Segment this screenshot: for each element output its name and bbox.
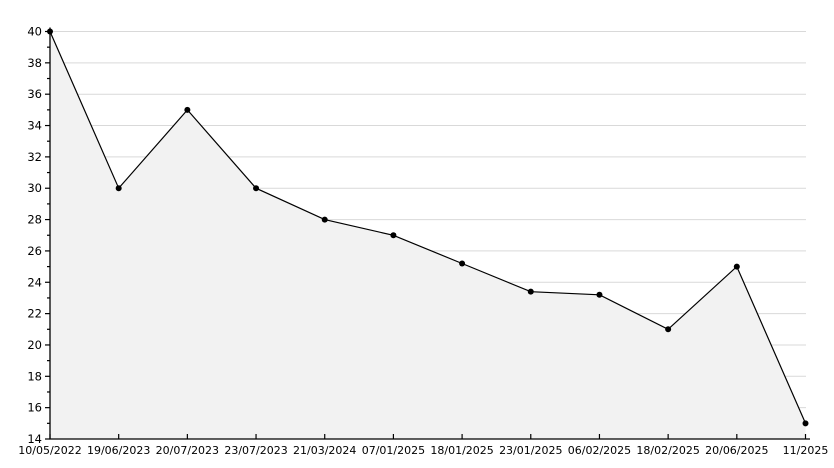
x-tick-label: 19/06/2023 bbox=[87, 444, 150, 457]
y-tick-label: 32 bbox=[27, 150, 42, 164]
x-tick-label: 20/06/2025 bbox=[705, 444, 768, 457]
y-tick-label: 20 bbox=[27, 338, 42, 352]
x-tick-label: 10/05/2022 bbox=[18, 444, 81, 457]
data-point-marker bbox=[733, 263, 740, 270]
y-tick-label: 38 bbox=[27, 56, 42, 70]
area-fill bbox=[50, 31, 806, 439]
x-tick-label: 23/07/2023 bbox=[224, 444, 287, 457]
data-point-marker bbox=[115, 185, 122, 192]
series-line bbox=[49, 31, 807, 424]
data-point-marker bbox=[47, 28, 53, 35]
y-tick-label: 24 bbox=[27, 275, 42, 289]
x-tick-label: 07/01/2025 bbox=[362, 444, 425, 457]
data-point-marker bbox=[390, 232, 397, 239]
data-point-marker bbox=[253, 185, 260, 192]
x-tick-label: 21/03/2024 bbox=[293, 444, 356, 457]
y-tick-label: 28 bbox=[27, 213, 42, 227]
data-point-marker bbox=[527, 288, 534, 295]
y-tick-label: 40 bbox=[27, 25, 42, 39]
data-point-marker bbox=[459, 260, 466, 267]
x-tick-label: 20/07/2023 bbox=[156, 444, 219, 457]
y-tick-label: 14 bbox=[27, 432, 42, 446]
y-tick-label: 22 bbox=[27, 307, 42, 321]
x-tick-label: 18/02/2025 bbox=[636, 444, 699, 457]
y-tick-label: 30 bbox=[27, 181, 42, 195]
x-tick-label: 23/01/2025 bbox=[499, 444, 562, 457]
y-tick-label: 18 bbox=[27, 369, 42, 383]
data-point-marker bbox=[802, 420, 809, 427]
y-tick-label: 36 bbox=[27, 87, 42, 101]
x-tick-label: 11/2025 bbox=[783, 444, 829, 457]
y-tick-label: 34 bbox=[27, 119, 42, 133]
x-tick-label: 06/02/2025 bbox=[568, 444, 631, 457]
y-tick-label: 16 bbox=[27, 401, 42, 415]
data-point-marker bbox=[596, 291, 603, 298]
data-point-marker bbox=[665, 326, 672, 333]
data-point-marker bbox=[184, 106, 191, 113]
y-tick-label: 26 bbox=[27, 244, 42, 258]
data-point-marker bbox=[321, 216, 328, 223]
x-tick-label: 18/01/2025 bbox=[430, 444, 493, 457]
